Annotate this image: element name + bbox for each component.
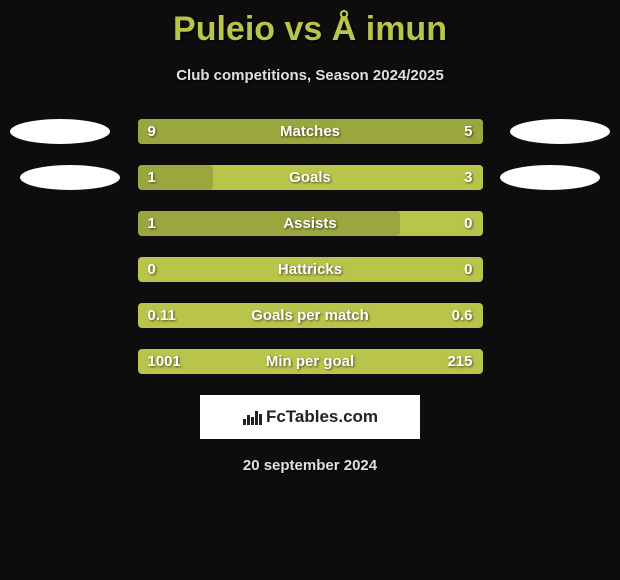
fctables-icon xyxy=(242,409,262,425)
stat-bar-left xyxy=(138,211,400,236)
stat-right-value: 3 xyxy=(464,169,472,186)
date-label: 20 september 2024 xyxy=(0,457,620,474)
stat-label: Assists xyxy=(283,215,336,232)
stat-row: 1001 Min per goal 215 xyxy=(138,349,483,374)
stats-container: 9 Matches 5 1 Goals 3 1 Assists 0 0 Hattricks 0 0.11… xyxy=(0,119,620,374)
stat-right-value: 0.6 xyxy=(452,307,473,324)
stat-label: Matches xyxy=(280,123,340,140)
stat-label: Goals per match xyxy=(251,307,369,324)
stat-left-value: 1 xyxy=(148,215,156,232)
stat-right-value: 5 xyxy=(464,123,472,140)
logo-text: FcTables.com xyxy=(266,407,378,427)
stat-row: 1 Goals 3 xyxy=(138,165,483,190)
logo-box[interactable]: FcTables.com xyxy=(200,395,420,439)
stat-right-value: 215 xyxy=(447,353,472,370)
stat-bar-right xyxy=(310,165,483,190)
stat-left-value: 0.11 xyxy=(148,307,176,324)
stat-label: Hattricks xyxy=(278,261,342,278)
stat-row: 0.11 Goals per match 0.6 xyxy=(138,303,483,328)
stat-row: 0 Hattricks 0 xyxy=(138,257,483,282)
stat-label: Goals xyxy=(289,169,331,186)
stat-row: 9 Matches 5 xyxy=(138,119,483,144)
stat-right-value: 0 xyxy=(464,215,472,232)
player-avatar-left-2 xyxy=(20,165,120,190)
player-avatar-left-1 xyxy=(10,119,110,144)
stat-left-value: 9 xyxy=(148,123,156,140)
stat-left-value: 0 xyxy=(148,261,156,278)
comparison-chart: 9 Matches 5 1 Goals 3 1 Assists 0 0 Hattricks 0 0.11… xyxy=(0,119,620,374)
stat-right-value: 0 xyxy=(464,261,472,278)
stat-label: Min per goal xyxy=(266,353,354,370)
page-title: Puleio vs Å imun xyxy=(0,0,620,49)
stat-left-value: 1001 xyxy=(148,353,181,370)
player-avatar-right-1 xyxy=(510,119,610,144)
player-avatar-right-2 xyxy=(500,165,600,190)
stat-row: 1 Assists 0 xyxy=(138,211,483,236)
page-subtitle: Club competitions, Season 2024/2025 xyxy=(0,67,620,84)
stat-left-value: 1 xyxy=(148,169,156,186)
